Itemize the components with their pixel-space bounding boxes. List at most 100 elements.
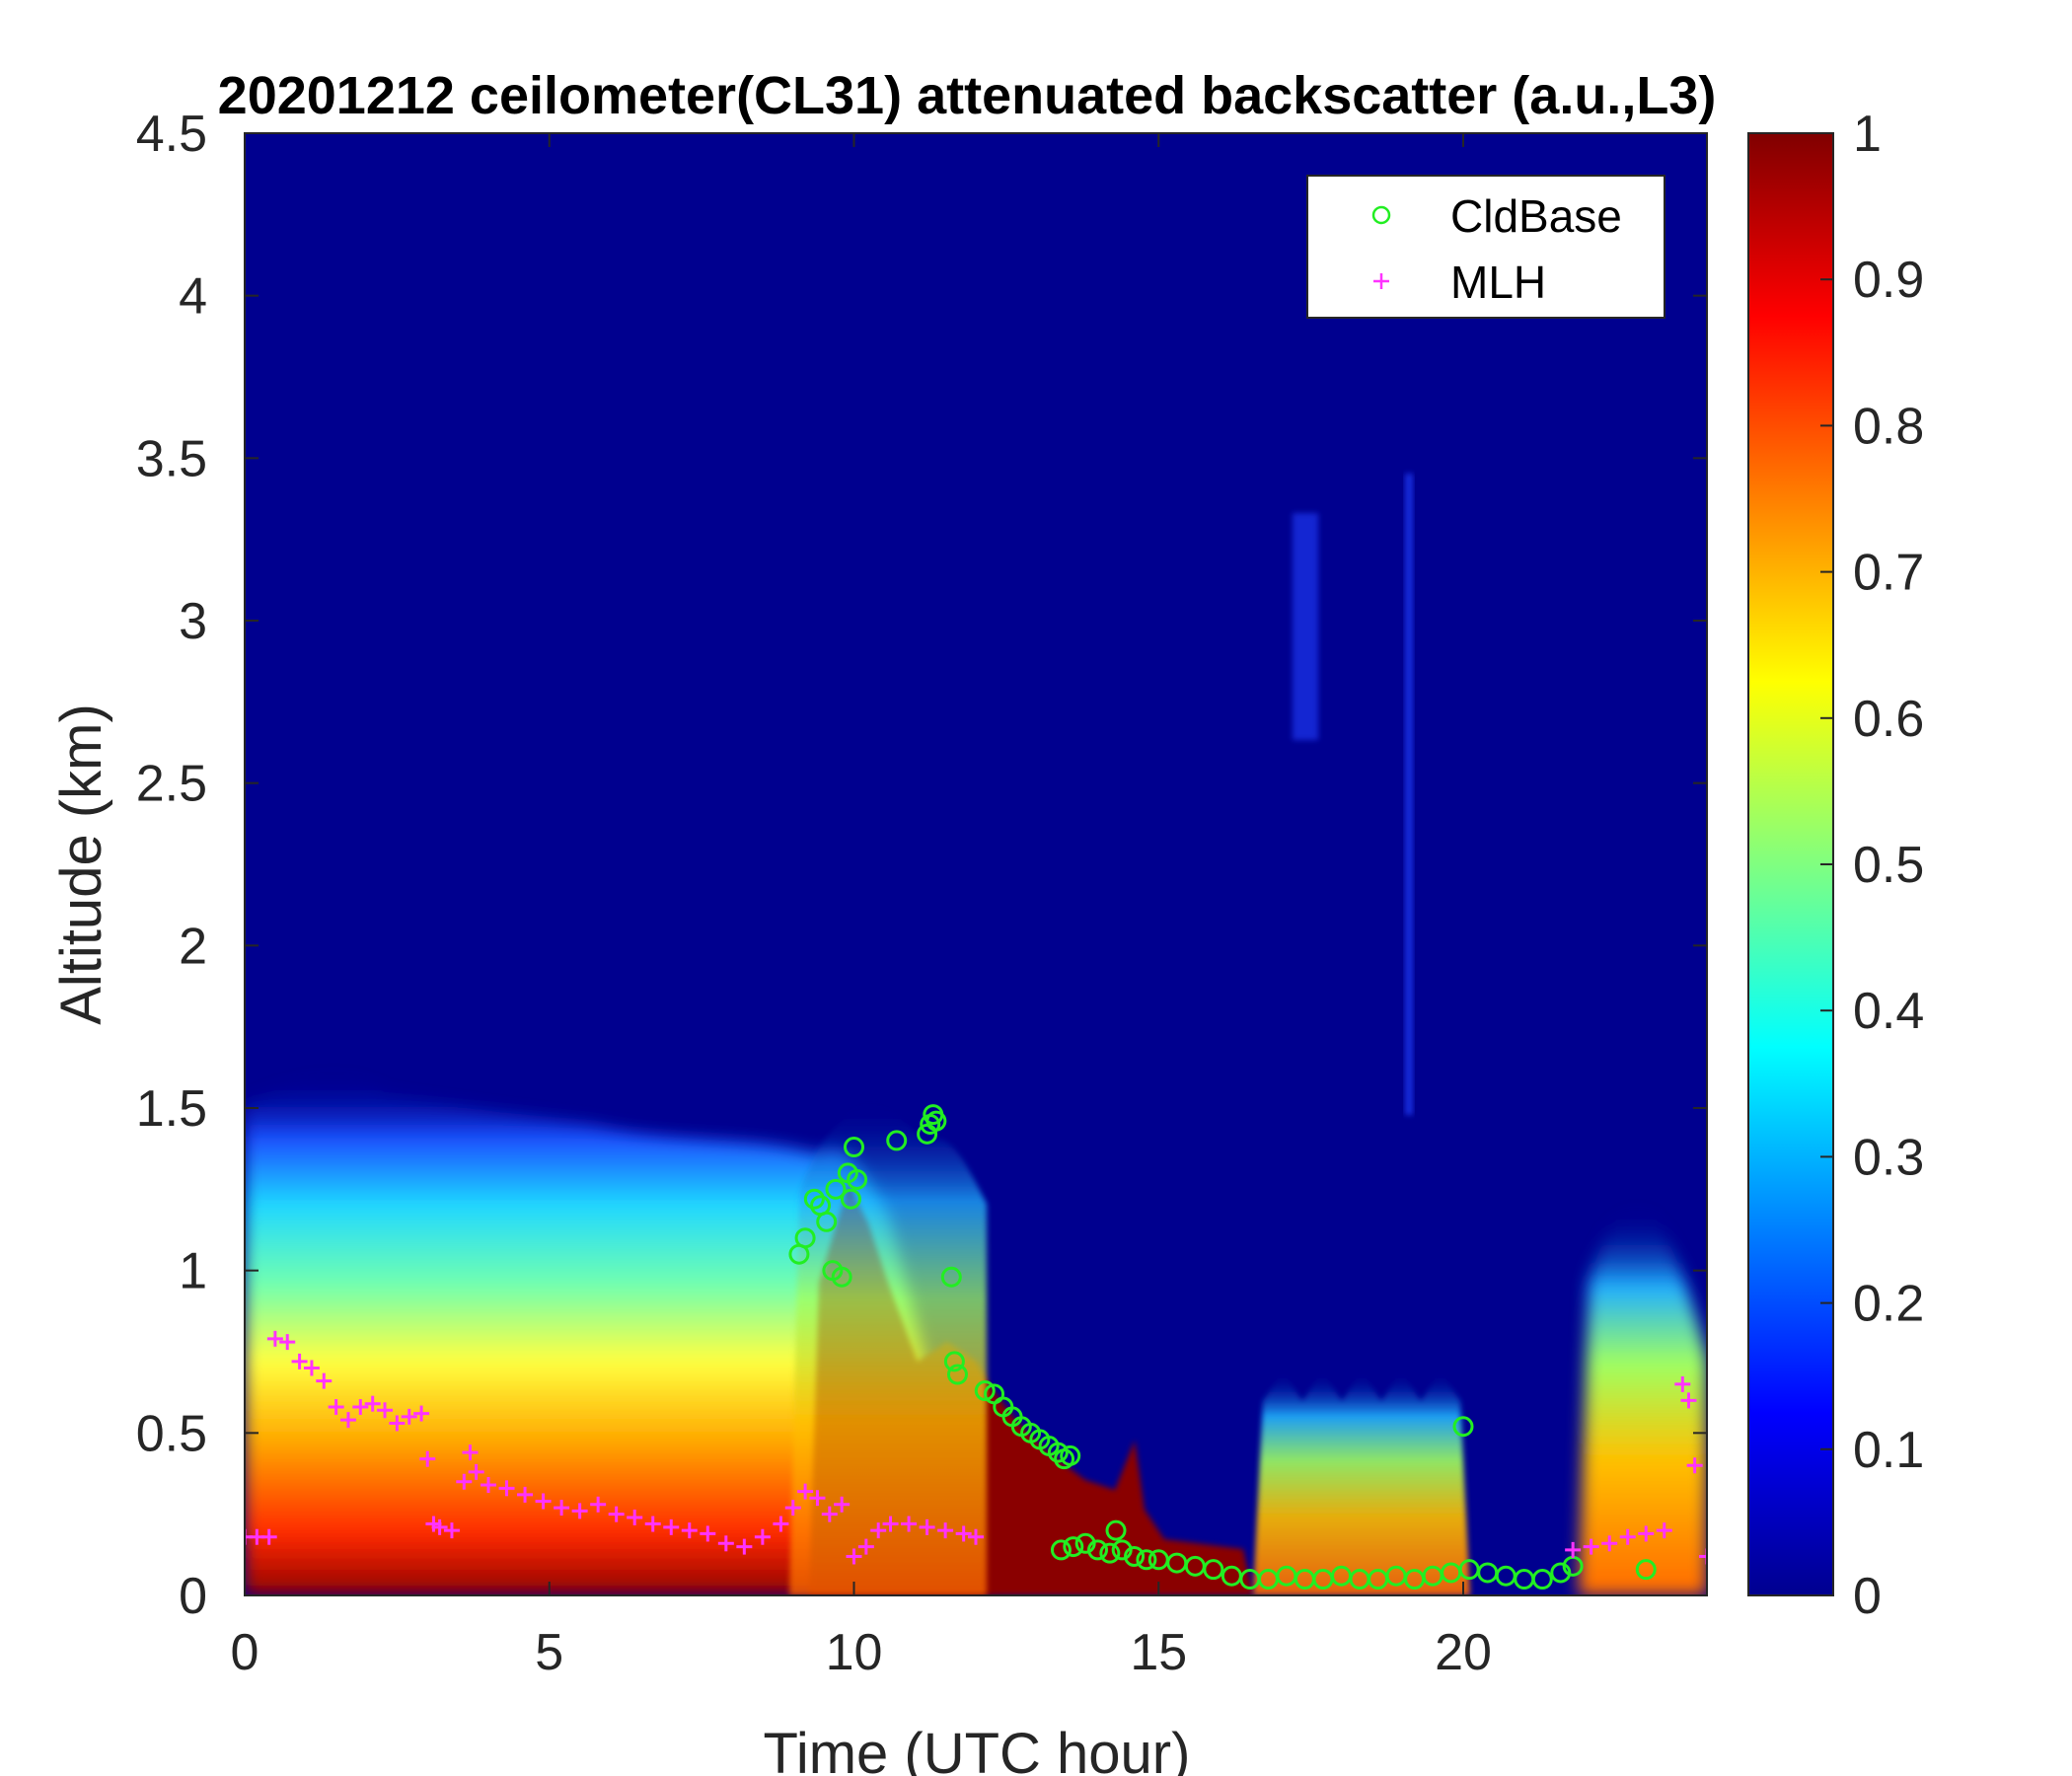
- mlh-point: [328, 1398, 344, 1415]
- y-tick-label: 0: [179, 1568, 207, 1625]
- legend-cldbase-label: CldBase: [1450, 190, 1622, 242]
- mlh-point: [968, 1528, 984, 1545]
- cldbase-point: [1111, 1539, 1133, 1561]
- mlh-point: [700, 1525, 716, 1542]
- mlh-point: [468, 1463, 484, 1480]
- x-tick-label: 10: [826, 1624, 883, 1681]
- mlh-point: [717, 1535, 734, 1552]
- mlh-point: [644, 1516, 661, 1532]
- cldbase-point: [825, 1178, 847, 1200]
- cldbase-point: [803, 1188, 825, 1210]
- cldbase-point: [1047, 1442, 1069, 1463]
- colorbar-ticks: 0 0.1 0.2 0.3 0.4 0.5 0.6 0.7 0.8 0.9 1: [1820, 106, 1924, 1625]
- x-tick-label: 20: [1435, 1624, 1492, 1681]
- mlh-point: [364, 1395, 381, 1412]
- cldbase-point: [943, 1351, 965, 1372]
- cldbase-point: [974, 1380, 996, 1402]
- cldbase-point: [1074, 1532, 1096, 1554]
- mlh-point: [1699, 1548, 1707, 1565]
- cldbase-point: [1087, 1539, 1108, 1561]
- x-axis: 0 5 10 15 20: [231, 133, 1492, 1681]
- mlh-point: [663, 1518, 680, 1535]
- legend-cldbase-marker: [1371, 205, 1391, 225]
- mlh-point: [773, 1516, 789, 1532]
- mlh-point: [517, 1486, 534, 1503]
- mlh-point: [870, 1522, 887, 1539]
- y-tick-label: 4.5: [136, 106, 207, 163]
- mlh-point: [857, 1538, 874, 1555]
- cldbase-point: [886, 1130, 908, 1151]
- colorbar-tick-label: 0.9: [1853, 252, 1924, 309]
- y-tick-label: 3.5: [136, 430, 207, 487]
- colorbar-tick-label: 1: [1853, 106, 1882, 163]
- heatmap-late-layer: [1579, 1210, 1707, 1595]
- cldbase-point: [1060, 1444, 1081, 1466]
- y-tick-label: 2: [179, 918, 207, 975]
- mlh-point: [1583, 1538, 1599, 1555]
- mlh-point: [266, 1330, 283, 1347]
- mlh-point: [797, 1483, 814, 1500]
- cldbase-point: [1531, 1569, 1553, 1591]
- y-tick-label: 2.5: [136, 756, 207, 813]
- colorbar-tick-label: 0.8: [1853, 398, 1924, 455]
- mlh-point: [1674, 1375, 1691, 1392]
- heatmap-area: [245, 133, 1707, 1595]
- cldbase-point: [1136, 1549, 1157, 1571]
- y-axis-label: Altitude (km): [49, 703, 113, 1025]
- cldbase-point: [946, 1364, 968, 1385]
- cldbase-point: [1099, 1542, 1121, 1564]
- colorbar: [1747, 132, 1834, 1596]
- heatmap-evening-layer: [1253, 1371, 1470, 1595]
- colorbar-tick-label: 0.4: [1853, 983, 1924, 1040]
- cldbase-point: [1063, 1536, 1084, 1558]
- mlh-point: [462, 1444, 479, 1461]
- colorbar-tick-label: 0.6: [1853, 691, 1924, 748]
- colorbar-tick-label: 0.2: [1853, 1276, 1924, 1333]
- cldbase-point: [1550, 1562, 1572, 1584]
- legend: CldBase MLH: [1306, 175, 1665, 319]
- mlh-point: [1601, 1535, 1618, 1552]
- heatmap-cirrus-2: [1405, 474, 1413, 1115]
- cldbase-point: [1105, 1519, 1127, 1541]
- cldbase-point: [1203, 1559, 1224, 1581]
- mlh-point: [627, 1509, 643, 1525]
- mlh-point: [590, 1496, 607, 1513]
- mlh-point: [260, 1528, 277, 1545]
- colorbar-tick-label: 0.3: [1853, 1129, 1924, 1186]
- mlh-point: [431, 1518, 448, 1535]
- mlh-point: [571, 1503, 588, 1519]
- legend-mlh-marker: [1373, 273, 1389, 289]
- mlh-point: [736, 1538, 753, 1555]
- y-tick-label: 1: [179, 1243, 207, 1300]
- x-tick-label: 15: [1130, 1624, 1187, 1681]
- mlh-point: [1565, 1541, 1582, 1558]
- colorbar-tick-label: 0.7: [1853, 545, 1924, 602]
- y-tick-label: 1.5: [136, 1080, 207, 1138]
- cldbase-point: [940, 1266, 962, 1288]
- mlh-point: [834, 1496, 851, 1513]
- cldbase-point: [1452, 1416, 1474, 1438]
- y-tick-label: 3: [179, 593, 207, 650]
- heatmap-cirrus-1: [1293, 513, 1318, 740]
- mlh-point: [1680, 1392, 1697, 1409]
- mlh-point: [1638, 1525, 1655, 1542]
- colorbar-tick-label: 0: [1853, 1568, 1882, 1625]
- colorbar-tick-label: 0.1: [1853, 1422, 1924, 1479]
- cldbase-point: [794, 1227, 816, 1249]
- cldbase-point: [1124, 1545, 1146, 1567]
- x-axis-label: Time (UTC hour): [764, 1722, 1191, 1776]
- x-tick-label: 5: [535, 1624, 563, 1681]
- mlh-point: [456, 1473, 473, 1490]
- mlh-point: [339, 1412, 356, 1429]
- colorbar-tick-label: 0.5: [1853, 837, 1924, 894]
- mlh-point: [401, 1408, 417, 1425]
- mlh-point: [681, 1522, 698, 1539]
- mlh-point: [389, 1415, 406, 1432]
- plot-frame: [244, 132, 1708, 1596]
- chart-title: 20201212 ceilometer(CL31) attenuated bac…: [218, 66, 1717, 125]
- cldbase-point: [925, 1110, 947, 1132]
- mlh-point: [901, 1516, 918, 1532]
- cldbase-point: [840, 1188, 861, 1210]
- mlh-point: [481, 1477, 496, 1494]
